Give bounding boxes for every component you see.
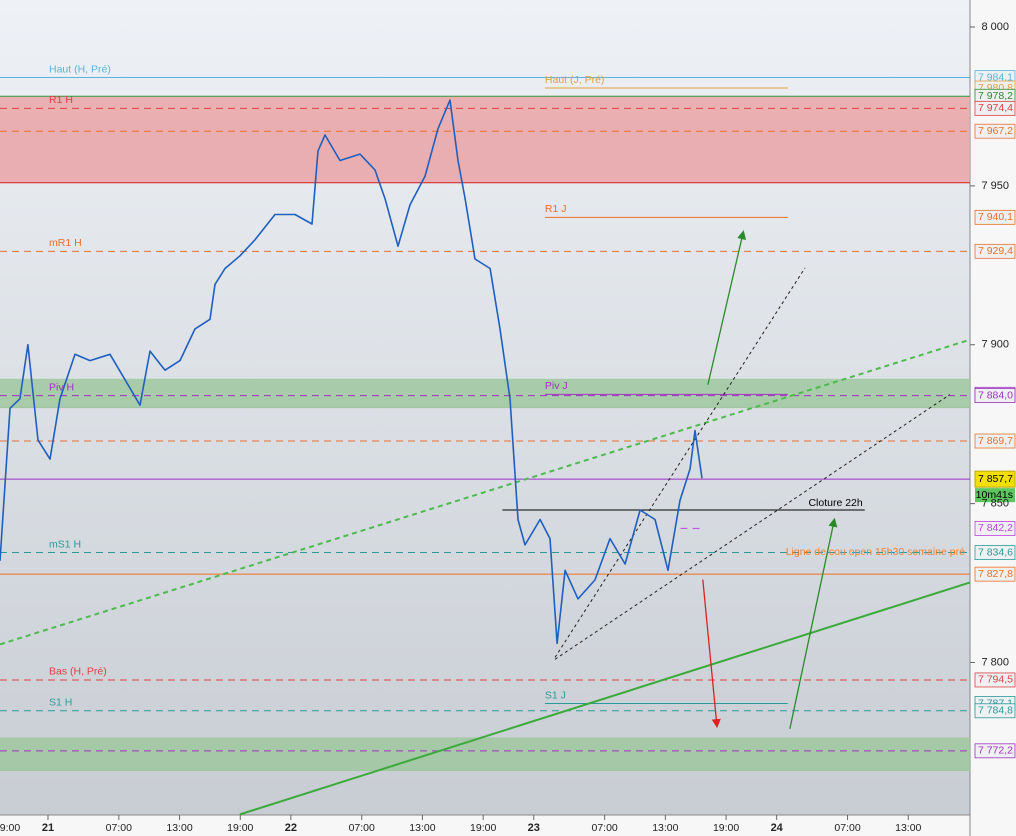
- trend-line: [554, 267, 806, 658]
- level-label: 7 984,1: [978, 71, 1013, 83]
- level-label: 7 940,1: [978, 211, 1013, 223]
- trend-line: [0, 338, 971, 646]
- x-tick-label: 9:00: [0, 822, 20, 834]
- x-tick-label: 07:00: [349, 822, 375, 834]
- level-name: R1 J: [545, 203, 567, 215]
- current-box: [974, 470, 1016, 488]
- x-tick-label: 23: [528, 822, 540, 834]
- zone: [0, 737, 970, 771]
- level-box: [974, 209, 1016, 225]
- level-label: 7 869,7: [978, 435, 1013, 447]
- level-label: 7 827,8: [978, 568, 1013, 580]
- level-label: 7 784,8: [978, 705, 1013, 717]
- level-box: [974, 100, 1016, 116]
- x-tick-label: 07:00: [591, 822, 617, 834]
- closing-label: Cloture 22h: [808, 497, 862, 509]
- time-axis: [0, 815, 970, 836]
- x-tick-label: 19:00: [713, 822, 739, 834]
- level-box: [974, 243, 1016, 259]
- x-tick-label: 13:00: [409, 822, 435, 834]
- level-name: mS1 H: [49, 538, 81, 550]
- zone: [0, 378, 970, 408]
- annotation: Ligne de cou open 15h30 semaine pré: [786, 546, 965, 558]
- level-label: 7 884,0: [978, 389, 1013, 401]
- level-name: Bas (H, Pré): [49, 666, 107, 678]
- level-box: [974, 388, 1016, 403]
- arrow: [702, 579, 721, 729]
- x-tick-label: 13:00: [166, 822, 192, 834]
- x-tick-label: 22: [285, 822, 297, 834]
- y-tick-label: 8 000: [981, 21, 1009, 33]
- y-tick-label: 7 850: [981, 498, 1009, 510]
- level-name: Haut (H, Pré): [49, 63, 111, 75]
- level-box: [974, 123, 1016, 139]
- level-name: R1 H: [49, 94, 73, 106]
- arrow: [789, 517, 838, 730]
- timer-box: [975, 488, 1015, 503]
- level-name: Piv J: [545, 380, 568, 392]
- level-box: [974, 672, 1016, 688]
- x-tick-label: 19:00: [470, 822, 496, 834]
- level-label: 7 834,6: [978, 546, 1013, 558]
- level-box: [974, 703, 1016, 719]
- x-tick-label: 13:00: [895, 822, 921, 834]
- level-label: 7 929,4: [978, 245, 1013, 257]
- arrow: [707, 230, 747, 385]
- price-line: [0, 99, 703, 645]
- level-name: Piv H: [49, 381, 74, 393]
- x-tick-label: 24: [771, 822, 784, 834]
- timer: 10m41s: [976, 489, 1013, 501]
- level-name: S1 J: [545, 689, 566, 701]
- level-box: [974, 520, 1016, 536]
- zone: [0, 96, 970, 183]
- level-label: 7 772,2: [978, 745, 1013, 757]
- level-label: 7 974,4: [978, 102, 1013, 114]
- current-label: 7 857,7: [978, 473, 1013, 485]
- level-box: [974, 545, 1016, 560]
- x-tick-label: 13:00: [652, 822, 678, 834]
- x-tick-label: 07:00: [834, 822, 860, 834]
- level-name: S1 H: [49, 697, 72, 709]
- y-tick-label: 7 900: [981, 339, 1009, 351]
- x-tick-label: 07:00: [106, 822, 132, 834]
- level-label: 7 978,2: [978, 90, 1013, 102]
- level-name: mR1 H: [49, 237, 82, 249]
- y-tick-label: 7 950: [981, 180, 1009, 192]
- x-tick-label: 19:00: [227, 822, 253, 834]
- level-box: [974, 743, 1016, 759]
- level-label: 7 967,2: [978, 125, 1013, 137]
- x-tick-label: 21: [42, 822, 54, 834]
- level-label: 7 794,5: [978, 674, 1013, 686]
- trend-line: [239, 581, 971, 816]
- y-tick-label: 7 800: [981, 656, 1009, 668]
- level-label: 7 842,2: [978, 522, 1013, 534]
- trend-line: [554, 394, 951, 660]
- level-box: [974, 566, 1016, 582]
- level-name: Haut (J, Pré): [545, 74, 605, 86]
- level-box: [974, 433, 1016, 449]
